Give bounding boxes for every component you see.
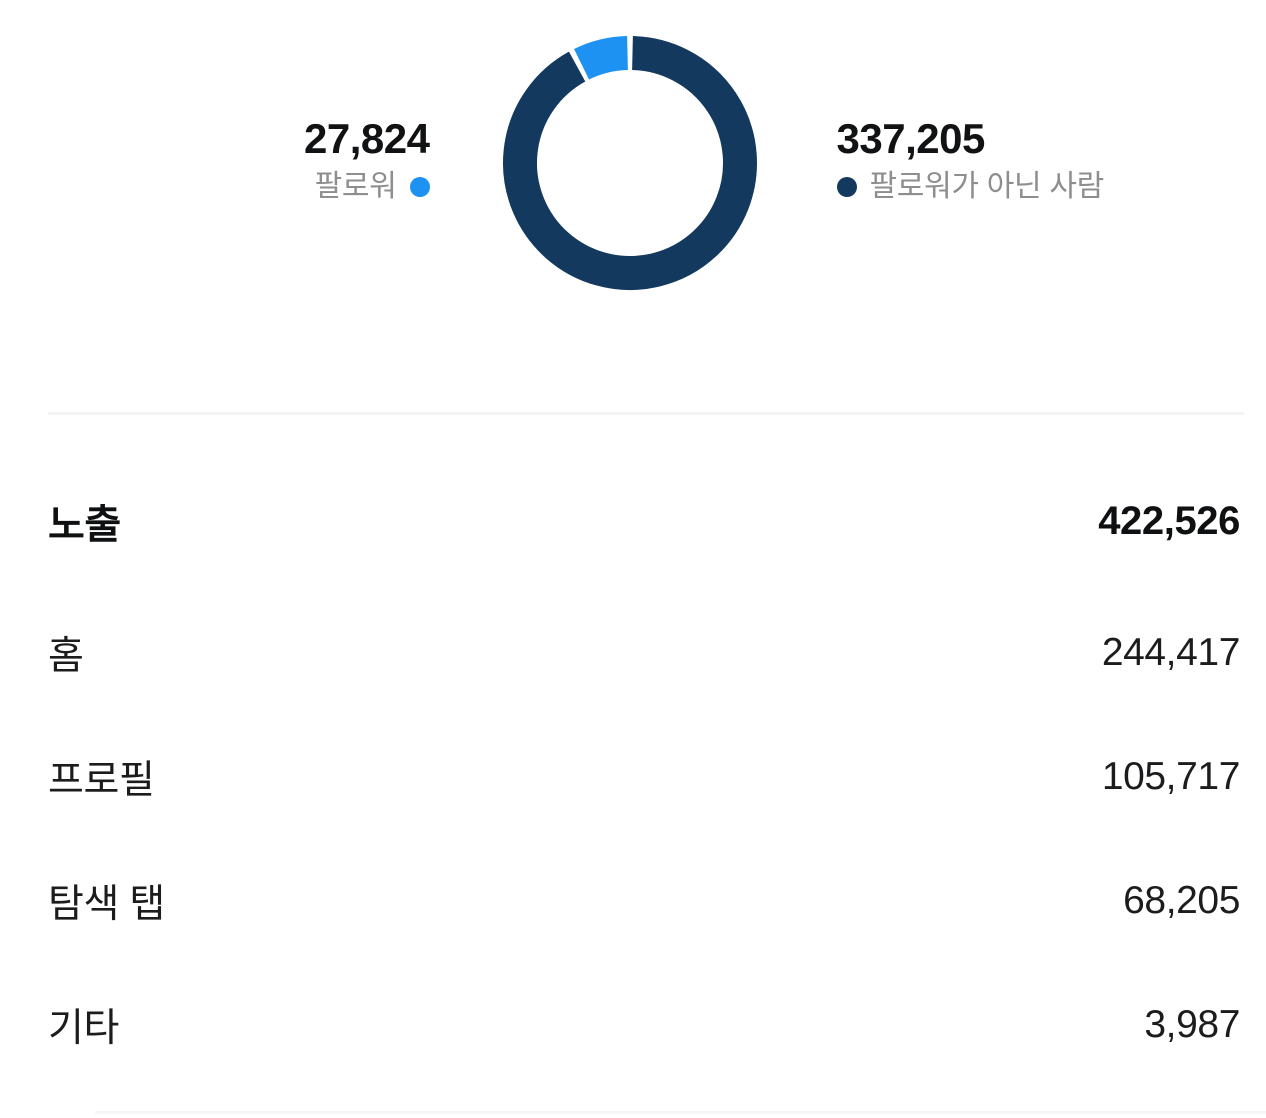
impressions-row-value: 3,987 [1144,1003,1240,1046]
impressions-row-label: 기타 [48,1007,119,1050]
impressions-rows: 홈 244,417 프로필 105,717 탐색 탭 68,205 기타 3,9… [48,591,1240,1087]
impressions-section: 노출 422,526 홈 244,417 프로필 105,717 탐색 탭 68… [0,415,1266,1087]
followers-legend-label: 팔로워 [314,170,397,204]
non-followers-stat: 337,205 팔로워가 아닌 사람 [760,115,1266,205]
non-followers-legend-dot-icon [836,177,857,198]
impressions-total-row: 노출 422,526 [48,451,1240,591]
impressions-row: 프로필 105,717 [48,715,1240,839]
impressions-row-label: 프로필 [48,759,155,802]
donut-chart-svg [502,36,757,290]
impressions-row-value: 244,417 [1101,631,1241,674]
impressions-title: 노출 [48,503,121,547]
followers-count: 27,824 [304,115,430,162]
impressions-total-value: 422,526 [1098,498,1240,543]
bottom-divider [95,1111,1266,1114]
followers-legend: 팔로워 [0,169,430,205]
section-divider [48,412,1244,415]
non-followers-legend: 팔로워가 아닌 사람 [836,169,1266,205]
audience-breakdown-section: 27,824 팔로워 337,205 팔로워가 아닌 사람 [0,0,1266,412]
impressions-row: 홈 244,417 [48,591,1240,715]
impressions-row-value: 105,717 [1101,755,1241,798]
followers-stat: 27,824 팔로워 [0,115,476,205]
followers-donut-chart [500,33,760,293]
impressions-row-value: 68,205 [1123,879,1240,922]
impressions-row-label: 탐색 탭 [48,883,165,926]
non-followers-legend-label: 팔로워가 아닌 사람 [869,170,1105,204]
impressions-row: 탐색 탭 68,205 [48,839,1240,963]
impressions-row: 기타 3,987 [48,963,1240,1087]
followers-legend-dot-icon [409,177,430,198]
impressions-row-label: 홈 [48,635,84,678]
non-followers-count: 337,205 [836,115,986,162]
